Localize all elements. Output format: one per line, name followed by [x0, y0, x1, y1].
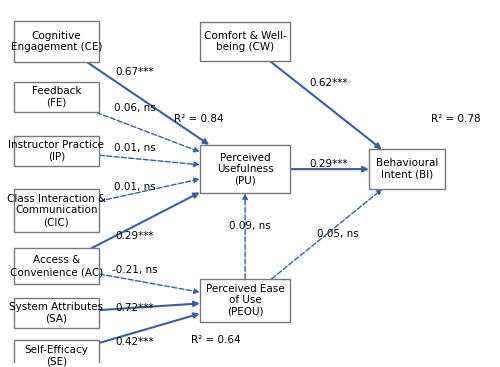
FancyBboxPatch shape	[200, 145, 290, 193]
Text: 0.62***: 0.62***	[309, 78, 348, 88]
Text: 0.01, ns: 0.01, ns	[114, 182, 156, 192]
Text: 0.09, ns: 0.09, ns	[229, 221, 271, 231]
Text: Class Interaction &
Communication
(CIC): Class Interaction & Communication (CIC)	[7, 194, 106, 227]
FancyBboxPatch shape	[14, 298, 100, 328]
FancyBboxPatch shape	[14, 248, 100, 284]
Text: R² = 0.64: R² = 0.64	[191, 335, 240, 345]
Text: Perceived
Usefulness
(PU): Perceived Usefulness (PU)	[216, 153, 274, 186]
Text: Feedback
(FE): Feedback (FE)	[32, 86, 81, 108]
FancyBboxPatch shape	[200, 279, 290, 322]
Text: Behavioural
Intent (BI): Behavioural Intent (BI)	[376, 158, 438, 180]
Text: 0.29***: 0.29***	[309, 159, 348, 169]
FancyBboxPatch shape	[369, 149, 445, 189]
Text: Perceived Ease
of Use
(PEOU): Perceived Ease of Use (PEOU)	[206, 284, 284, 317]
FancyBboxPatch shape	[14, 340, 100, 367]
Text: System Attributes
(SA): System Attributes (SA)	[10, 302, 104, 324]
FancyBboxPatch shape	[14, 82, 100, 112]
Text: -0.21, ns: -0.21, ns	[112, 265, 158, 275]
Text: 0.06, ns: 0.06, ns	[114, 103, 156, 113]
Text: 0.29***: 0.29***	[116, 230, 154, 241]
Text: 0.01, ns: 0.01, ns	[114, 142, 156, 153]
Text: 0.05, ns: 0.05, ns	[318, 229, 359, 239]
FancyBboxPatch shape	[14, 21, 100, 62]
Text: R² = 0.78: R² = 0.78	[431, 114, 480, 124]
Text: 0.67***: 0.67***	[116, 67, 154, 77]
Text: Cognitive
Engagement (CE): Cognitive Engagement (CE)	[10, 30, 102, 52]
Text: Comfort & Well-
being (CW): Comfort & Well- being (CW)	[204, 30, 286, 52]
Text: 0.72***: 0.72***	[116, 302, 154, 313]
Text: R² = 0.84: R² = 0.84	[174, 114, 224, 124]
FancyBboxPatch shape	[14, 189, 100, 232]
Text: Access &
Convenience (AC): Access & Convenience (AC)	[10, 255, 103, 277]
Text: Self-Efficacy
(SE): Self-Efficacy (SE)	[24, 345, 88, 366]
Text: Instructor Practice
(IP): Instructor Practice (IP)	[8, 140, 104, 162]
FancyBboxPatch shape	[14, 136, 100, 166]
FancyBboxPatch shape	[200, 22, 290, 61]
Text: 0.42***: 0.42***	[116, 337, 154, 347]
